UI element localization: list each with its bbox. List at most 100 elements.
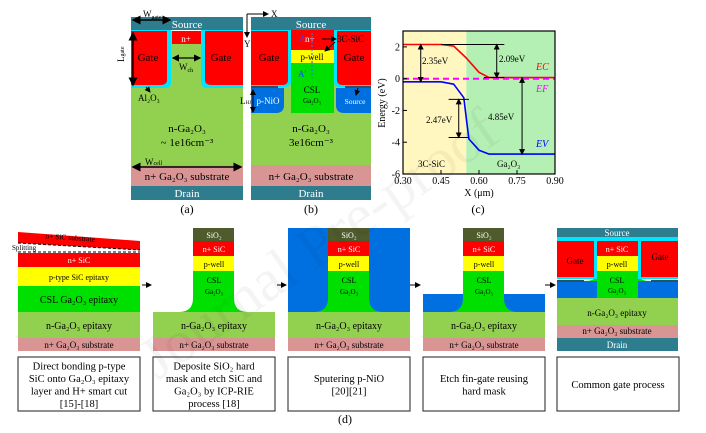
y-tick-label: -2 xyxy=(392,106,400,117)
nplus-label: n+ xyxy=(181,34,191,44)
svg-text:n-Ga₂O₃ epitaxy: n-Ga₂O₃ epitaxy xyxy=(316,321,382,332)
legend-ec: EC xyxy=(535,62,549,73)
svg-text:Source: Source xyxy=(345,97,366,106)
svg-text:n-Ga₂O₃ epitaxy: n-Ga₂O₃ epitaxy xyxy=(451,321,517,332)
n-ga2o3-epitaxy xyxy=(153,312,275,338)
svg-text:n+: n+ xyxy=(305,34,315,44)
x-tick-label: 0.75 xyxy=(508,176,526,187)
svg-text:Ga₂O₃: Ga₂O₃ xyxy=(608,287,627,295)
svg-text:Ga₂O₃: Ga₂O₃ xyxy=(205,288,224,296)
gate-label: Gate xyxy=(138,52,159,64)
n-ga2o3-epitaxy xyxy=(288,312,410,338)
w-ch-label: Wch xyxy=(179,62,193,74)
p-well xyxy=(193,256,234,271)
gate-right xyxy=(337,31,371,85)
svg-text:n+ SiC: n+ SiC xyxy=(68,256,91,265)
sio2-mask xyxy=(193,228,234,241)
y-tick-label: 2 xyxy=(395,42,400,53)
caption-line: Direct bonding p-type xyxy=(33,361,126,372)
l-gate-label: Lgate xyxy=(116,46,126,62)
caption-line: hard mask xyxy=(462,386,506,397)
svg-text:SiO₂: SiO₂ xyxy=(206,231,221,240)
caption-line: mask and etch SiC and xyxy=(166,374,263,385)
panel-d: n+ SiC substrate Splitting n+ SiC p-type… xyxy=(12,228,680,426)
w-cell-label: Wcell xyxy=(145,157,162,167)
panel-b: X Y Source Gate Gate A n+ A' 3C-SiC p-we… xyxy=(240,9,371,216)
nio-label: p-NiO xyxy=(257,96,280,106)
svg-text:Source: Source xyxy=(296,19,327,31)
substrate xyxy=(153,338,275,351)
svg-text:n-Ga₂O₃ epitaxy: n-Ga₂O₃ epitaxy xyxy=(587,308,647,318)
x-tick-label: 0.30 xyxy=(394,176,412,187)
svg-text:n+ Ga₂O₃ substrate: n+ Ga₂O₃ substrate xyxy=(314,340,383,350)
svg-text:(d): (d) xyxy=(338,412,352,426)
drain-contact xyxy=(131,186,243,200)
x-tick-label: 0.60 xyxy=(470,176,488,187)
annotation-2.35ev: 2.35eV xyxy=(422,56,449,66)
annotation-2.47ev: 2.47eV xyxy=(426,115,453,125)
caption-line: [20][21] xyxy=(332,386,367,397)
axis-y-label: Y xyxy=(244,39,251,49)
y-tick-label: -6 xyxy=(392,170,400,181)
x-tick-label: 0.90 xyxy=(546,176,564,187)
drift-label: n-Ga₂O₃ xyxy=(168,123,206,135)
gate-label: Gate xyxy=(211,52,232,64)
panel-a: Source Gate Gate n+ Wgate Lgate Wch Al₂O… xyxy=(116,9,243,216)
caption-line: [15]-[18] xyxy=(60,399,98,410)
svg-text:n+ Ga₂O₃ substrate: n+ Ga₂O₃ substrate xyxy=(449,340,518,350)
svg-text:CSL: CSL xyxy=(610,276,625,285)
caption-line: Deposite SiO₂ hard xyxy=(173,361,255,372)
sio2-mask xyxy=(328,228,369,241)
step-4: SiO₂ n+ SiC p-well CSL Ga₂O₃ n-Ga₂O₃ epitaxy n… xyxy=(423,228,545,351)
substrate xyxy=(288,338,410,351)
panel-label: (a) xyxy=(180,202,193,216)
y-tick-label: -4 xyxy=(392,138,400,149)
al2o3-label: Al₂O₃ xyxy=(138,93,160,103)
p-well xyxy=(463,256,504,271)
svg-text:CSL: CSL xyxy=(342,276,357,285)
csl-fin xyxy=(179,270,248,312)
svg-text:3e16cm⁻³: 3e16cm⁻³ xyxy=(289,137,334,149)
l-hj-label: LHJ xyxy=(240,96,251,106)
step-3: SiO₂ n+ SiC p-well CSL Ga₂O₃ n-Ga₂O₃ epitaxy n… xyxy=(288,228,410,351)
svg-text:p-well: p-well xyxy=(204,260,225,269)
svg-text:Ga₂O₃: Ga₂O₃ xyxy=(475,288,494,296)
svg-text:SiO₂: SiO₂ xyxy=(341,231,356,240)
svg-text:(b): (b) xyxy=(304,202,318,216)
n-plus xyxy=(172,31,201,44)
y-axis-label: Energy (eV) xyxy=(377,78,388,128)
sic-substrate-tilted xyxy=(18,232,140,250)
svg-text:CSL: CSL xyxy=(207,276,222,285)
caption-line: SiC onto Ga₂O₃ epitaxy xyxy=(29,374,130,385)
caption-line: Common gate process xyxy=(571,380,664,391)
series-ev xyxy=(403,81,555,155)
w-gate-label: Wgate xyxy=(143,9,162,21)
p-well xyxy=(291,50,334,63)
caption-line: process [18] xyxy=(188,399,240,410)
p-nio-left xyxy=(251,88,284,113)
band-diagram-chart: 2.35eV 2.09eV 2.47eV 4.85eV 3C-SiC Ga₂O₃… xyxy=(377,30,564,216)
svg-text:n+ SiC: n+ SiC xyxy=(338,245,361,254)
caption-line: layer and H+ smart cut xyxy=(31,386,127,397)
gate-left xyxy=(131,31,167,85)
svg-text:p-well: p-well xyxy=(301,52,324,62)
point-a: A xyxy=(299,34,306,44)
svg-text:Drain: Drain xyxy=(298,188,324,200)
n-plus-sic xyxy=(463,241,504,256)
legend-ev: EV xyxy=(535,139,550,150)
svg-text:n+ Ga₂O₃ substrate: n+ Ga₂O₃ substrate xyxy=(582,326,651,336)
source-contact xyxy=(251,17,371,30)
step-1: n+ SiC substrate Splitting n+ SiC p-type… xyxy=(12,231,141,351)
substrate-label: n+ Ga₂O₃ substrate xyxy=(145,171,230,183)
svg-text:n+ SiC: n+ SiC xyxy=(606,245,629,254)
step-5: Source n+ SiC p-well CSL Ga₂O₃ Gate Gate… xyxy=(557,228,678,351)
region-label: 3C-SiC xyxy=(418,159,445,169)
svg-text:Ga₂O₃: Ga₂O₃ xyxy=(303,97,322,105)
annotations: 2.35eV 2.09eV 2.47eV 4.85eV 3C-SiC Ga₂O₃… xyxy=(418,54,550,169)
svg-text:n-Ga₂O₃: n-Ga₂O₃ xyxy=(292,123,330,135)
svg-text:CSL: CSL xyxy=(477,276,492,285)
doping-label: ~ 1e16cm⁻³ xyxy=(161,137,214,149)
annotation-4.85ev: 4.85eV xyxy=(488,112,515,122)
svg-text:n+ Ga₂O₃ substrate: n+ Ga₂O₃ substrate xyxy=(44,340,113,350)
